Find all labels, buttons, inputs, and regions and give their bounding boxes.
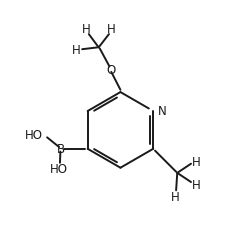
Text: H: H [82, 23, 90, 36]
Text: HO: HO [50, 163, 68, 176]
Text: O: O [107, 63, 116, 76]
Text: H: H [192, 155, 201, 168]
Text: B: B [57, 143, 65, 156]
Text: H: H [72, 43, 80, 56]
Text: H: H [171, 190, 179, 203]
Text: N: N [158, 105, 167, 118]
Text: H: H [107, 23, 116, 36]
Text: H: H [192, 178, 201, 191]
Text: HO: HO [25, 128, 43, 141]
